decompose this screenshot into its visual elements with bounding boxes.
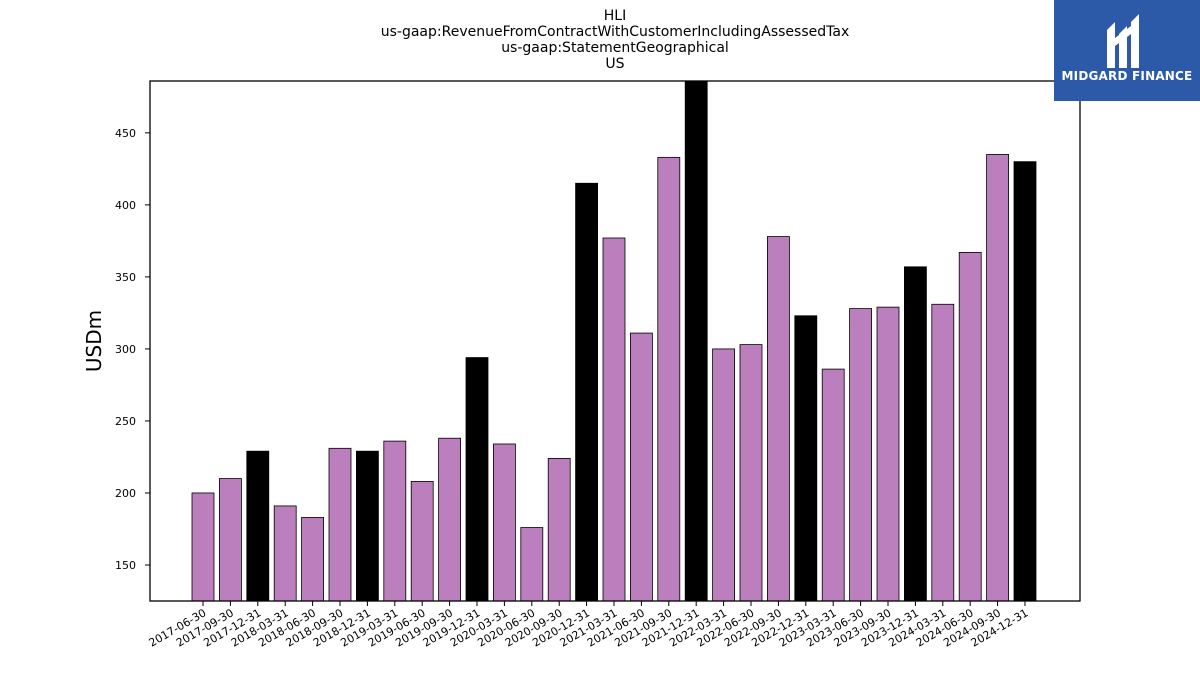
chart-title-ticker: HLI: [603, 8, 627, 24]
y-tick-label-150: 150: [115, 559, 136, 572]
logo-text: MIDGARD FINANCE: [1061, 69, 1193, 83]
bar-2018-03-31: [273, 505, 297, 602]
bar-2024-03-31: [931, 303, 955, 602]
y-tick-label-250: 250: [115, 415, 136, 428]
bar-2020-12-31: [575, 182, 598, 602]
y-tick-label-200: 200: [115, 487, 136, 500]
bar-2020-06-30: [520, 527, 544, 602]
bar-2018-06-30: [301, 517, 325, 602]
bar-2017-09-30: [218, 478, 242, 602]
y-tick-label-300: 300: [115, 343, 136, 356]
bar-2019-09-30: [438, 437, 462, 602]
bar-2021-09-30: [657, 156, 681, 602]
midgard-logo-icon: [1107, 14, 1139, 68]
bar-2023-03-31: [821, 368, 845, 602]
bar-2022-03-31: [712, 348, 735, 602]
bar-2020-03-31: [492, 443, 516, 602]
bar-2022-09-30: [767, 236, 790, 602]
y-tick-label-450: 450: [115, 127, 136, 140]
bar-2021-03-31: [602, 237, 626, 602]
y-tick-label-400: 400: [115, 199, 136, 212]
bar-2019-12-31: [465, 357, 489, 602]
midgard-finance-logo: MIDGARD FINANCE: [1054, 0, 1200, 101]
bar-2023-09-30: [876, 306, 900, 602]
bar-2023-12-31: [904, 266, 927, 602]
chart-title-concept: us-gaap:RevenueFromContractWithCustomerI…: [380, 24, 850, 40]
bar-2022-12-31: [794, 315, 818, 602]
bar-2024-12-31: [1013, 161, 1037, 602]
bar-2021-12-31: [684, 80, 708, 602]
y-axis-label: USDm: [82, 310, 106, 372]
bar-2024-09-30: [986, 154, 1009, 602]
bar-2018-12-31: [355, 450, 379, 602]
bar-2024-06-30: [958, 252, 982, 602]
bar-2023-06-30: [849, 308, 872, 602]
bar-2019-03-31: [383, 440, 407, 602]
chart-title-axis: us-gaap:StatementGeographical: [501, 40, 729, 56]
bar-2017-12-31: [246, 450, 270, 602]
bar-2021-06-30: [630, 332, 653, 602]
plot-frame: [149, 80, 1081, 602]
bar-2018-09-30: [328, 447, 352, 602]
chart-title-member: US: [605, 56, 625, 72]
bar-2017-06-30: [191, 492, 215, 602]
bar-2019-06-30: [410, 481, 434, 602]
bar-2022-06-30: [739, 344, 763, 602]
bar-2020-09-30: [547, 457, 571, 602]
y-tick-label-350: 350: [115, 271, 136, 284]
